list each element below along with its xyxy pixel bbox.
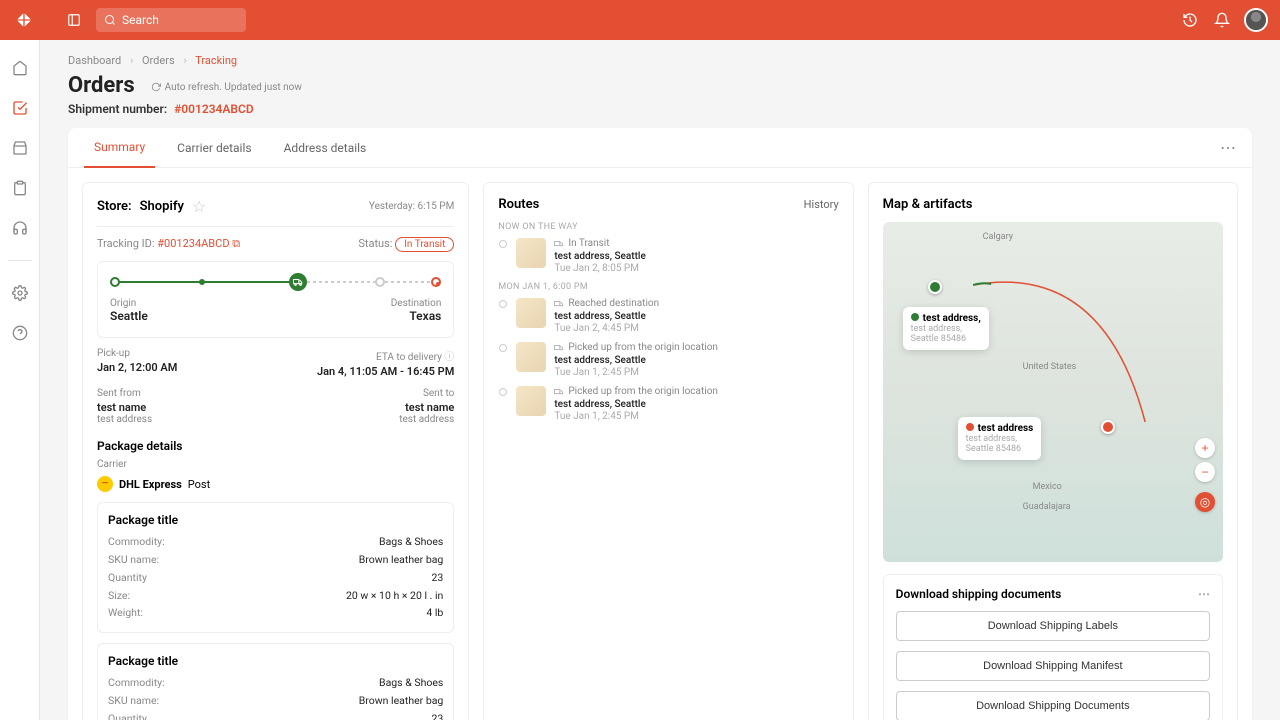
map-label: Mexico [1033,482,1062,492]
status-badge: In Transit [395,237,454,252]
store-timestamp: Yesterday: 6:15 PM [369,201,454,212]
map-label: United States [1023,362,1077,372]
store-label: Store: [97,199,132,214]
routes-panel: Routes History Now on the way In Transit… [483,182,853,720]
tracking-id: #001234ABCD [157,237,229,250]
truck-icon [554,239,564,249]
package-section-title: Package details [97,439,454,453]
pickup-value: Jan 2, 12:00 AM [97,361,177,374]
nav-help[interactable] [4,317,36,349]
docs-more-icon[interactable]: ⋯ [1198,587,1210,601]
truck-icon [289,273,307,291]
package-card: Package title Commodity:Bags & Shoes SKU… [97,643,454,720]
breadcrumb-current: Tracking [195,54,237,67]
shipment-value: #001234ABCD [174,102,254,116]
download-button[interactable]: Download Shipping Labels [896,611,1210,641]
map-panel: Map & artifacts Calgary United States Mexi… [868,182,1238,720]
brand-logo [12,8,36,32]
package-card: Package title Commodity:Bags & Shoes SKU… [97,502,454,633]
map-pin-icon [1101,420,1115,437]
page-title: Orders [68,73,135,98]
eta-value: Jan 4, 11:05 AM - 16:45 PM [317,365,454,378]
sidebar [0,40,40,720]
dhl-icon: — [97,476,113,492]
star-icon[interactable]: ☆ [192,197,206,216]
history-link[interactable]: History [804,198,839,211]
zoom-in-button[interactable]: + [1195,438,1215,458]
route-item[interactable]: In Transit test address, Seattle Tue Jan… [498,238,838,274]
route-group-label: Now on the way [498,222,838,232]
package-title: Package title [108,654,443,668]
map-tooltip: test addresstest address,Seattle 85486 [958,417,1042,460]
tabs: Summary Carrier details Address details … [68,128,1252,168]
search-icon [104,14,116,26]
route-group-label: Mon Jan 1, 6:00 PM [498,282,838,292]
tab-address[interactable]: Address details [274,129,377,167]
route-thumb [516,238,546,268]
breadcrumb-item[interactable]: Orders [142,54,175,67]
topbar: Search [0,0,1280,40]
locate-button[interactable]: ◎ [1195,492,1215,512]
breadcrumb: Dashboard › Orders › Tracking [68,54,1252,67]
copy-icon[interactable]: ⧉ [232,237,240,250]
tabs-more-icon[interactable]: ⋯ [1220,138,1236,157]
map-label: Calgary [983,232,1013,242]
progress-track: OriginSeattle DestinationTexas [97,261,454,338]
info-icon[interactable]: ⓘ [444,352,454,363]
nav-clipboard[interactable] [4,172,36,204]
docs-section: Download shipping documents ⋯ Download Sh… [883,574,1223,720]
route-thumb [516,386,546,416]
refresh-status: Auto refresh. Updated just now [151,82,302,93]
map-tooltip: test address,test address,Seattle 85486 [903,307,989,350]
map-label: Guadalajara [1023,502,1071,512]
tracking-label: Tracking ID: [97,237,155,250]
search-placeholder: Search [122,13,159,27]
search-input[interactable]: Search [96,8,246,32]
nav-settings[interactable] [4,277,36,309]
map-title: Map & artifacts [883,197,973,212]
route-item[interactable]: Picked up from the origin location test … [498,342,838,378]
shipment-label: Shipment number: [68,102,167,116]
carrier-service: Post [188,478,210,491]
docs-title: Download shipping documents [896,587,1062,601]
map[interactable]: Calgary United States Mexico Guadalajara te… [883,222,1223,562]
truck-icon [554,387,564,397]
store-name: Shopify [140,199,184,214]
nav-support[interactable] [4,212,36,244]
tab-summary[interactable]: Summary [84,128,155,168]
status-label: Status: [358,237,392,250]
history-icon[interactable] [1176,6,1204,34]
tab-carrier[interactable]: Carrier details [167,129,261,167]
panel-toggle-icon[interactable] [60,6,88,34]
origin-city: Seattle [110,309,148,323]
refresh-icon [151,82,161,92]
store-panel: Store: Shopify ☆ Yesterday: 6:15 PM Trac… [82,182,469,720]
route-thumb [516,298,546,328]
dest-city: Texas [391,309,442,323]
package-title: Package title [108,513,443,527]
nav-orders[interactable] [0,92,36,124]
route-item[interactable]: Picked up from the origin location test … [498,386,838,422]
map-pin-icon [928,280,942,297]
nav-store[interactable] [4,132,36,164]
routes-title: Routes [498,197,539,212]
route-item[interactable]: Reached destination test address, Seattl… [498,298,838,334]
download-button[interactable]: Download Shipping Documents [896,691,1210,720]
route-thumb [516,342,546,372]
breadcrumb-item[interactable]: Dashboard [68,54,121,67]
bell-icon[interactable] [1208,6,1236,34]
avatar[interactable] [1244,8,1268,32]
nav-home[interactable] [4,52,36,84]
truck-icon [554,343,564,353]
download-button[interactable]: Download Shipping Manifest [896,651,1210,681]
destination-pin-icon [431,277,441,287]
zoom-out-button[interactable]: − [1195,462,1215,482]
truck-icon [554,299,564,309]
carrier-name: DHL Express [119,478,182,491]
